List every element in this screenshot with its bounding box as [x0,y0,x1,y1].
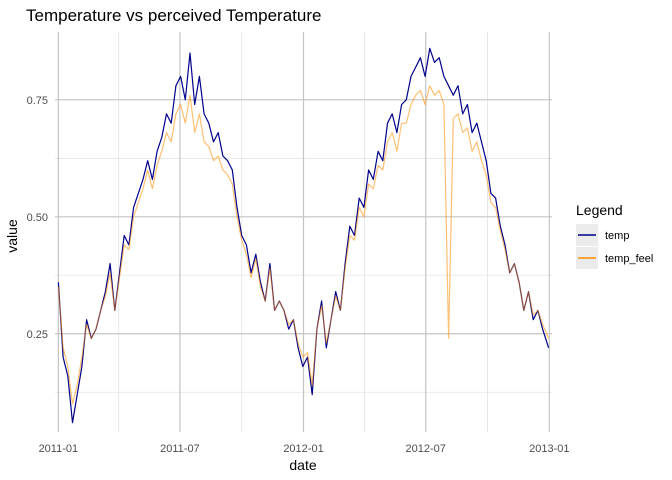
x-axis-title: date [289,457,316,473]
series-line-temp-feel [57,85,550,405]
gridlines [55,32,552,432]
y-axis-title: value [4,219,20,253]
y-tick-label: 0.50 [27,212,48,224]
chart-title: Temperature vs perceived Temperature [26,6,321,25]
legend-title: Legend [576,202,623,218]
legend-label-temp: temp [605,230,629,242]
y-tick-label: 0.25 [27,329,48,341]
x-tick-label: 2012-07 [406,443,446,455]
legend-label-temp-feel: temp_feel [605,253,653,265]
y-tick-label: 0.75 [27,95,48,107]
axis-ticks: 2011-01 2011-07 2012-01 2012-07 2013-01 0.25 0… [27,95,570,455]
legend: Legend temp temp_feel [576,202,653,269]
series-layer [57,47,550,424]
x-tick-label: 2012-01 [283,443,323,455]
series-line-temp [57,47,550,424]
x-tick-label: 2013-01 [529,443,569,455]
x-tick-label: 2011-07 [160,443,200,455]
x-tick-label: 2011-01 [39,443,79,455]
